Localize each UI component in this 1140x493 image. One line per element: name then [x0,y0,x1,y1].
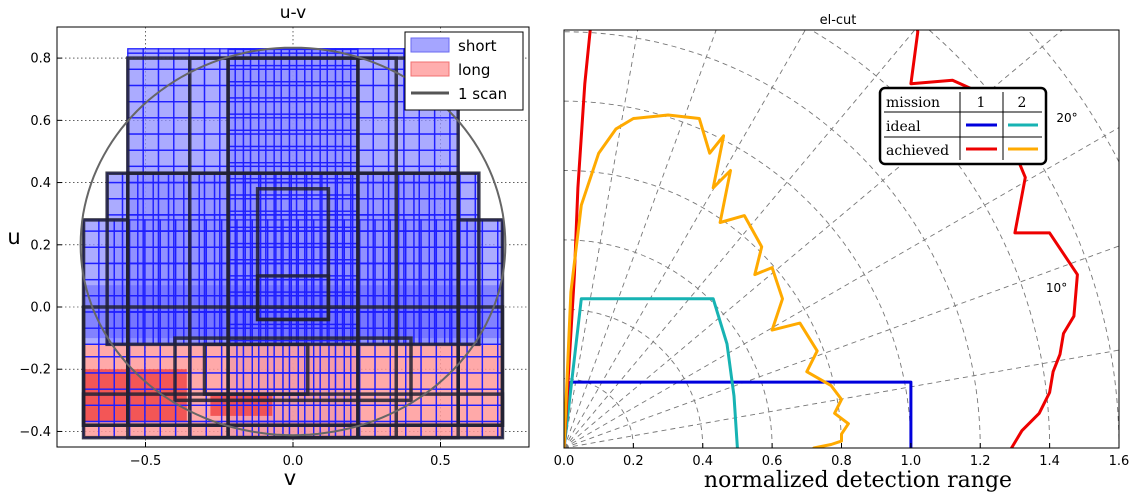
el-cut-x-tick-label: 0.2 [623,454,644,469]
elevation-spoke [564,30,1063,448]
elevation-spoke [564,30,639,448]
elevation-spoke [564,30,717,448]
uv-x-tick-label: 0.5 [430,454,451,469]
uv-x-tick-label: 0.0 [283,454,304,469]
achieved-mission-1-line [564,30,1079,448]
uv-panel: −0.5 0.0 0.5−0.4−0.20.00.20.40.60.8 u-v v … [7,3,530,490]
range-ring [564,308,704,448]
range-ring [564,100,912,448]
elevation-spoke [564,127,1119,448]
range-ring [564,378,634,448]
legend-short-swatch [410,37,450,53]
one-scan-boundary [79,46,507,437]
el-cut-panel: 0.00.20.40.60.81.01.21.41.6 10°20°30°40°… [554,13,1130,493]
el-cut-x-tick-label: 0.4 [692,454,713,469]
scan-block-outline [173,336,413,403]
angle-label-20: 20° [1056,111,1077,125]
el-cut-x-tick-label: 1.4 [1039,454,1060,469]
uv-y-tick-label: −0.4 [19,425,51,440]
ideal-mission-2-line [564,297,739,448]
achieved-mission-2-line [564,113,850,448]
el-cut-x-tick-label: 1.6 [1109,454,1130,469]
uv-ticks: −0.5 0.0 0.5 −0.4 −0.2 0.0 0.2 0.4 0.6 0.8 [19,52,450,469]
beam-cell [334,48,352,51]
legend-row-ideal: ideal [886,119,921,135]
uv-y-tick-label: 0.8 [30,52,51,67]
legend-long-swatch [410,61,450,77]
elevation-spoke [564,245,1119,448]
el-cut-x-tick-label: 1.2 [970,454,991,469]
legend-header-mission: mission [886,95,940,111]
el-cut-x-tick-label: 1.0 [901,454,922,469]
uv-x-tick-label: −0.5 [130,454,162,469]
el-cut-x-axis-label: normalized detection range [704,468,1012,493]
uv-y-axis-label: u [7,225,20,249]
scan-block-outline [81,305,505,427]
uv-y-tick-label: −0.2 [19,363,51,378]
uv-legend: short long 1 scan [404,31,524,111]
scan-block-outline [81,392,505,440]
legend-header-mission-1: 1 [977,95,986,111]
uv-title: u-v [280,3,307,23]
beam-cell [350,48,359,51]
angle-labels: 10°20°30°40°50°60°70°80° [1046,111,1078,295]
legend-table-box [878,86,1048,166]
legend-row-achieved: achieved [886,143,949,159]
uv-x-axis-label: v [284,466,296,490]
scan-block-outline [255,187,331,322]
uv-scan-outlines [81,56,505,440]
uv-beam-cells [82,48,504,439]
uv-y-tick-label: 0.2 [30,238,51,253]
el-cut-series [564,30,1079,448]
beam-cell [227,48,245,51]
el-cut-x-tick-label: 0.6 [762,454,783,469]
uv-y-tick-label: 0.4 [30,176,51,191]
elevation-spoke [564,30,916,448]
uv-y-tick-label: 0.6 [30,114,51,129]
angle-label-10: 10° [1046,281,1067,295]
legend-long-label: long [458,61,490,79]
range-ring [928,30,1119,448]
legend-short-label: short [458,37,497,55]
legend-header-mission-2: 2 [1018,95,1027,111]
el-cut-title: el-cut [820,13,857,28]
range-ring [564,239,773,448]
el-cut-legend-table: mission 1 2 ideal achieved [878,86,1048,166]
el-cut-ticks: 0.0 0.2 0.4 0.6 0.8 1.0 1.2 1.4 1.6 [554,443,1130,469]
range-ring [564,31,981,448]
el-cut-x-tick-label: 0.0 [554,454,575,469]
uv-y-tick-label: 0.0 [30,301,51,316]
el-cut-x-tick-label: 0.8 [831,454,852,469]
legend-scan-label: 1 scan [458,85,507,103]
beam-cell [242,48,260,51]
